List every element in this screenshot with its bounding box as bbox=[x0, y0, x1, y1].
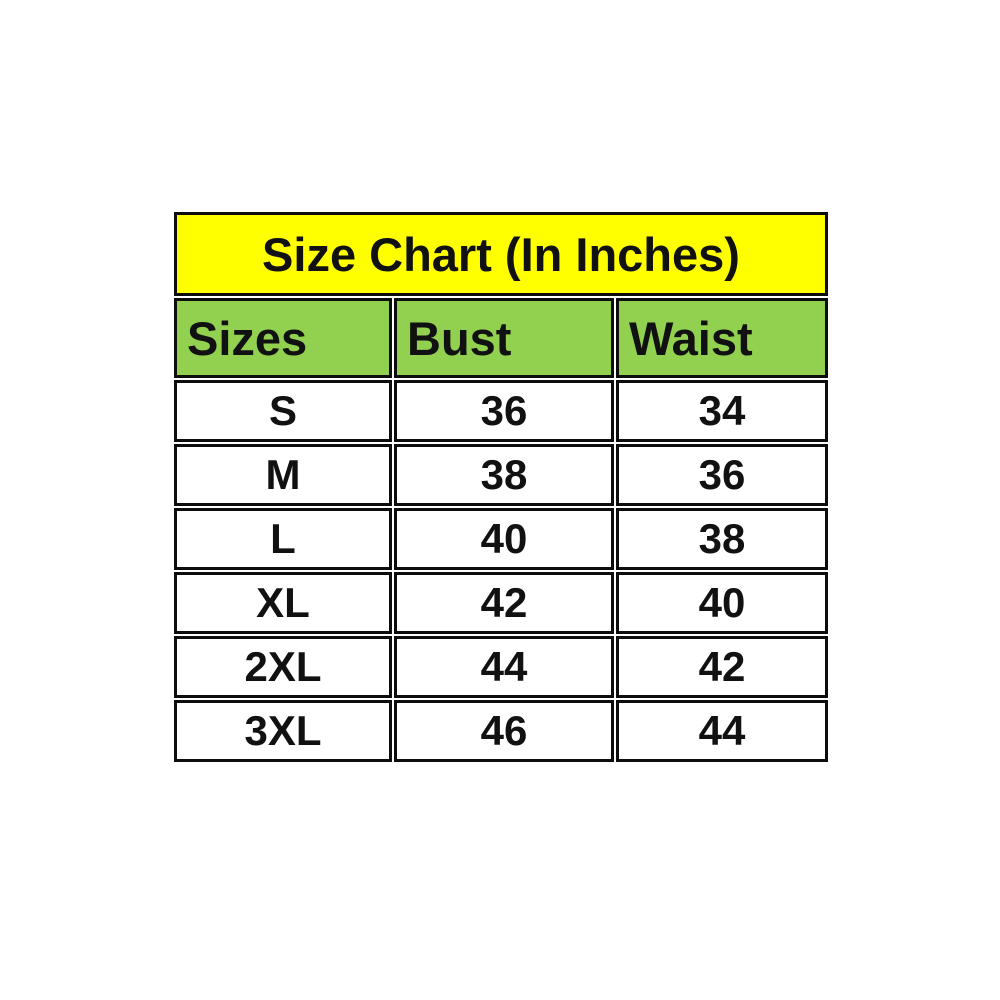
bust-cell: 42 bbox=[394, 572, 614, 634]
table-row: M 38 36 bbox=[174, 444, 828, 506]
chart-title: Size Chart (In Inches) bbox=[174, 212, 828, 296]
header-row: Sizes Bust Waist bbox=[174, 298, 828, 378]
table-row: 2XL 44 42 bbox=[174, 636, 828, 698]
waist-cell: 34 bbox=[616, 380, 828, 442]
size-cell: L bbox=[174, 508, 392, 570]
waist-cell: 40 bbox=[616, 572, 828, 634]
waist-cell: 38 bbox=[616, 508, 828, 570]
waist-cell: 36 bbox=[616, 444, 828, 506]
table-row: S 36 34 bbox=[174, 380, 828, 442]
size-cell: 2XL bbox=[174, 636, 392, 698]
column-header-bust: Bust bbox=[394, 298, 614, 378]
waist-cell: 44 bbox=[616, 700, 828, 762]
column-header-waist: Waist bbox=[616, 298, 828, 378]
size-chart-table: Size Chart (In Inches) Sizes Bust Waist … bbox=[172, 210, 830, 764]
bust-cell: 38 bbox=[394, 444, 614, 506]
size-cell: 3XL bbox=[174, 700, 392, 762]
table-row: L 40 38 bbox=[174, 508, 828, 570]
size-cell: S bbox=[174, 380, 392, 442]
bust-cell: 46 bbox=[394, 700, 614, 762]
title-row: Size Chart (In Inches) bbox=[174, 212, 828, 296]
table-row: XL 42 40 bbox=[174, 572, 828, 634]
bust-cell: 40 bbox=[394, 508, 614, 570]
waist-cell: 42 bbox=[616, 636, 828, 698]
size-cell: M bbox=[174, 444, 392, 506]
bust-cell: 44 bbox=[394, 636, 614, 698]
size-cell: XL bbox=[174, 572, 392, 634]
table-row: 3XL 46 44 bbox=[174, 700, 828, 762]
column-header-sizes: Sizes bbox=[174, 298, 392, 378]
bust-cell: 36 bbox=[394, 380, 614, 442]
